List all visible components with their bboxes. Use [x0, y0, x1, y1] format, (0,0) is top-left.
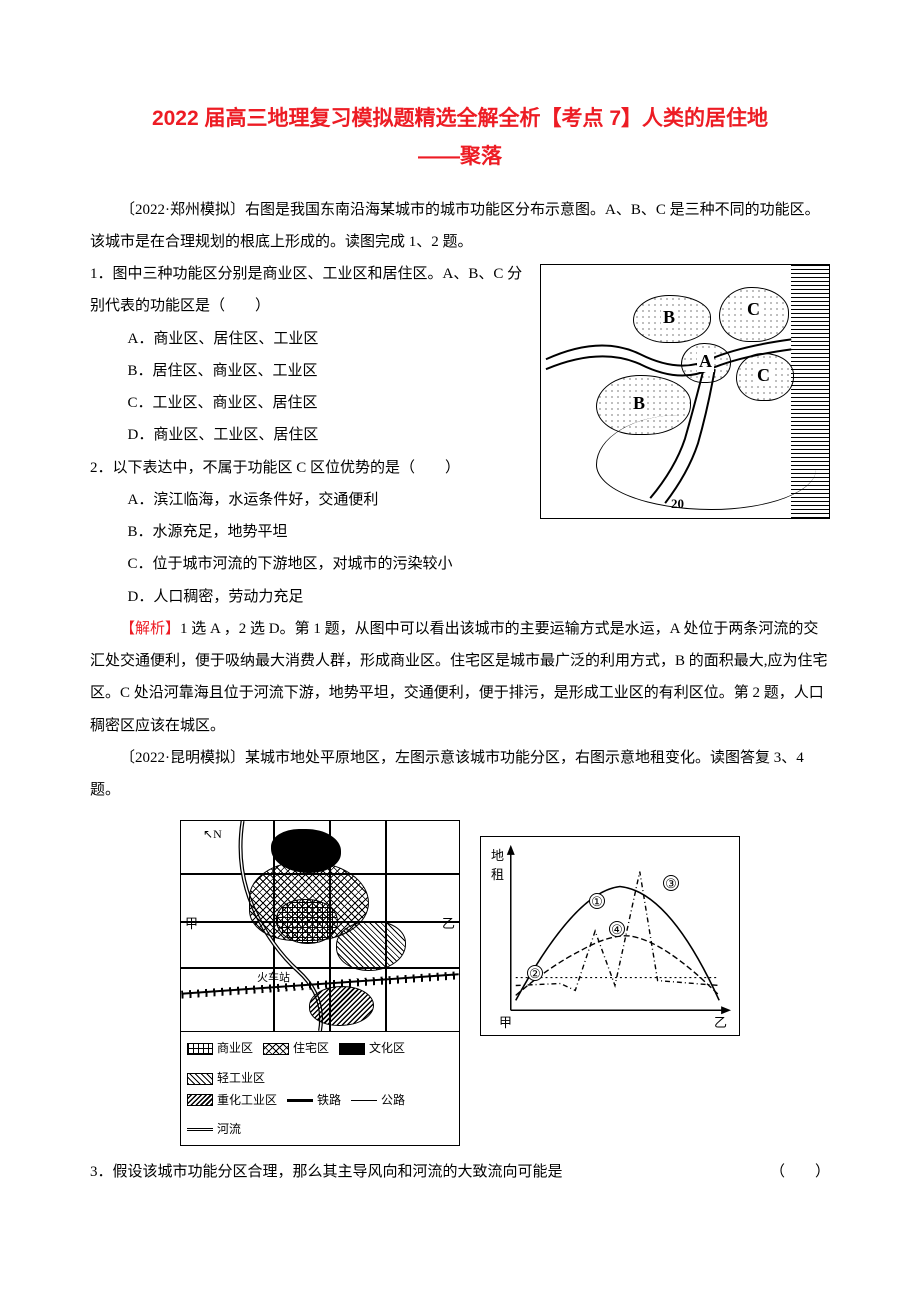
rent-xlabel-left: 甲 [499, 1012, 512, 1031]
doc-title-line2: ——聚落 [90, 138, 830, 176]
q3-stem: 3．假设该城市功能分区合理，那么其主导风向和河流的大致流向可能是 [90, 1156, 563, 1188]
analysis-label: 【解析】 [120, 621, 180, 637]
label-yi: 乙 [442, 913, 455, 932]
legend-cultural: 文化区 [339, 1038, 405, 1060]
curve-3: ③ [663, 875, 679, 891]
label-jia: 甲 [185, 913, 198, 932]
legend-heavy: 重化工业区 [187, 1090, 277, 1112]
q1-option-c: C．工业区、商业区、居住区 [90, 387, 528, 419]
section1-analysis: 【解析】1 选 A ，2 选 D。第 1 题，从图中可以看出该城市的主要运输方式… [90, 613, 830, 742]
functional-zone-map: B C A C B 20 [540, 264, 830, 519]
section2-intro: 〔2022·昆明模拟〕某城市地处平原地区，左图示意该城市功能分区，右图示意地租变… [90, 742, 830, 807]
rent-axes [481, 837, 739, 1035]
q2-option-c: C．位于城市河流的下游地区，对城市的污染较小 [90, 548, 830, 580]
q2-option-d: D．人口稠密，劳动力充足 [90, 581, 830, 613]
doc-title-line1: 2022 届高三地理复习模拟题精选全解全析【考点 7】人类的居住地 [90, 100, 830, 138]
legend-river: 河流 [187, 1119, 241, 1141]
map-label-c2: C [755, 365, 772, 386]
rent-xlabel-right: 乙 [714, 1012, 727, 1031]
q2-option-b: B．水源充足，地势平坦 [90, 516, 528, 548]
q1-stem: 1．图中三种功能区分别是商业区、工业区和居住区。A、B、C 分别代表的功能区是（… [90, 258, 528, 323]
map-contour-value: 20 [671, 496, 684, 512]
zone-commercial [276, 899, 338, 944]
q1-option-b: B．居住区、商业区、工业区 [90, 355, 528, 387]
section1-content-row: 1．图中三种功能区分别是商业区、工业区和居住区。A、B、C 分别代表的功能区是（… [90, 258, 830, 548]
section2-figure-row: ↖N 甲 乙 火车站 商业区 住宅区 文化区 [90, 820, 830, 1145]
city-map-legend: 商业区 住宅区 文化区 轻工业区 重化工业区 铁路 公路 河流 [181, 1031, 459, 1144]
q1-option-a: A．商业区、居住区、工业区 [90, 323, 528, 355]
analysis-text: 1 选 A ，2 选 D。第 1 题，从图中可以看出该城市的主要运输方式是水运，… [90, 621, 828, 734]
legend-road: 公路 [351, 1090, 405, 1112]
q3-paren: （ ） [770, 1156, 830, 1188]
map-label-b2: B [631, 393, 647, 414]
map-label-a: A [697, 351, 714, 372]
legend-commercial: 商业区 [187, 1038, 253, 1060]
section1-intro: 〔2022·郑州模拟〕右图是我国东南沿海某城市的城市功能区分布示意图。A、B、C… [90, 194, 830, 259]
curve-1: ① [589, 893, 605, 909]
curve-4: ④ [609, 921, 625, 937]
legend-railway: 铁路 [287, 1090, 341, 1112]
legend-residential: 住宅区 [263, 1038, 329, 1060]
map-label-c1: C [745, 299, 762, 320]
q2-stem: 2．以下表达中，不属于功能区 C 区位优势的是（ ） [90, 452, 528, 484]
map-label-b1: B [661, 307, 677, 328]
legend-light: 轻工业区 [187, 1068, 265, 1090]
curve-2: ② [527, 965, 543, 981]
q1-option-d: D．商业区、工业区、居住区 [90, 419, 528, 451]
city-function-map: ↖N 甲 乙 火车站 商业区 住宅区 文化区 [180, 820, 460, 1145]
q3-stem-row: 3．假设该城市功能分区合理，那么其主导风向和河流的大致流向可能是 （ ） [90, 1156, 830, 1188]
q2-option-a: A．滨江临海，水运条件好，交通便利 [90, 484, 528, 516]
station-label: 火车站 [257, 969, 290, 985]
rent-curve-chart: 地 租 ① ② ③ ④ 甲 乙 [480, 836, 740, 1036]
